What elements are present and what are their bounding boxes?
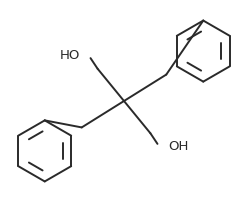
Text: OH: OH	[168, 140, 188, 153]
Text: HO: HO	[60, 49, 80, 62]
